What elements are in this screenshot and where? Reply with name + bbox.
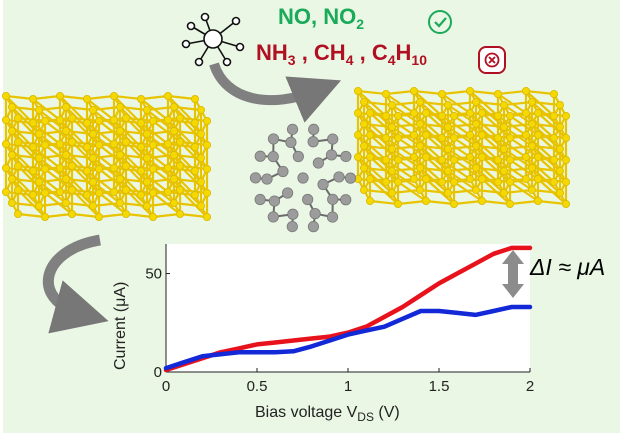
x-axis-label-text: Bias voltage V [255,404,358,421]
x-tick-label: 0 [162,378,170,395]
fullerene-icon [249,123,357,233]
gas-c4h10: C [371,40,388,65]
iv-chart: 0 0.5 1 1.5 2 0 50 [145,244,534,395]
y-tick-label: 50 [145,266,162,283]
x-tick-label: 1 [344,378,352,395]
delta-arrow-icon [502,250,524,298]
gas-subscript: 10 [411,52,427,68]
curved-arrow-icon [209,62,342,123]
gas-c4h10-h: H [395,40,412,65]
gas-subscript: 3 [287,52,296,68]
gas-no2: NO [323,4,357,29]
x-axis-label-unit: (V) [373,404,400,421]
x-axis-label-sub: DS [357,410,374,425]
left-border [0,0,3,433]
molecule-icon [181,12,245,67]
gas-subscript: 2 [356,16,365,32]
gas-no: NO [278,4,311,29]
check-circle-icon [428,10,452,34]
series-line-2 [163,304,533,371]
x-tick-label: 1.5 [429,378,450,395]
cross-octagon-icon [478,46,506,74]
gas-sep: , [295,40,314,65]
carbon-atoms [249,123,357,233]
gas-subscript: 4 [345,52,354,68]
detected-gases: NO, NO2 [278,4,364,32]
gold-lattice-left [2,92,211,221]
y-tick-label: 0 [154,364,162,381]
gas-subscript: 4 [387,52,396,68]
gas-nh3: NH [256,40,288,65]
x-tick-label: 2 [526,378,534,395]
delta-current-label: ΔI ≈ μA [530,254,606,280]
gold-lattice-right [353,87,571,208]
gold-atoms [2,92,211,221]
y-axis-label: Current (μA) [112,281,129,370]
gas-sep: , [353,40,372,65]
x-axis-label: Bias voltage VDS (V) [255,404,400,424]
gas-sep: , [311,4,324,29]
rejected-gases: NH3 , CH4 , C4H10 [256,40,427,68]
right-border [620,0,623,433]
gas-ch4: CH [313,40,346,65]
gold-atoms [353,87,571,208]
x-tick-label: 0.5 [247,378,268,395]
curved-arrow-icon [42,234,109,334]
